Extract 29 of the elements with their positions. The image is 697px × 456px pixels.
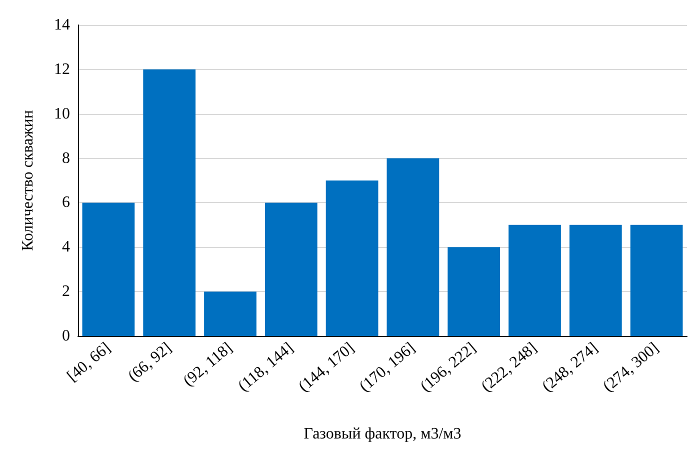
bar	[630, 224, 683, 336]
y-axis-title: Количество скважин	[20, 110, 36, 251]
bar	[448, 247, 500, 336]
bar	[264, 202, 318, 336]
bar	[386, 158, 440, 336]
x-tick-label: (92, 118]	[180, 339, 236, 390]
y-tick-label: 2	[62, 283, 70, 300]
x-tick-label: (118, 144]	[235, 339, 297, 395]
y-tick-label: 12	[54, 60, 70, 78]
x-tick-label: (66, 92]	[125, 339, 175, 386]
y-tick-label: 14	[54, 16, 70, 34]
y-tick-label: 6	[62, 194, 70, 212]
x-axis-title: Газовый фактор, м3/м3	[304, 426, 462, 442]
bar	[326, 180, 378, 336]
bar	[82, 202, 135, 336]
y-tick-label: 10	[54, 105, 70, 122]
y-tick-label: 4	[62, 238, 70, 256]
bar	[143, 69, 196, 336]
x-tick-label: (248, 274]	[539, 339, 602, 396]
x-tick-label: (144, 170]	[296, 339, 358, 396]
y-tick-label: 8	[62, 150, 70, 167]
bar	[204, 292, 256, 336]
x-tick-label: (222, 248]	[478, 339, 540, 396]
x-tick-label: (274, 300]	[600, 339, 662, 396]
y-tick-label: 0	[62, 328, 70, 344]
x-tick-label: (170, 196]	[356, 339, 418, 396]
x-tick-label: (196, 222]	[417, 339, 480, 396]
bar	[508, 224, 561, 336]
bar	[569, 224, 622, 336]
